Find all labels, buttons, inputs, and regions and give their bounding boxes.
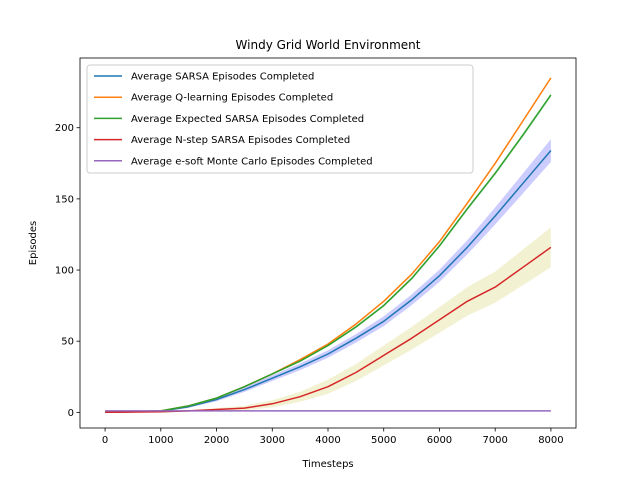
x-tick-label: 5000: [371, 435, 396, 446]
y-tick-label: 200: [55, 123, 74, 134]
legend-label: Average e-soft Monte Carlo Episodes Comp…: [131, 156, 373, 167]
x-tick-label: 1000: [148, 435, 173, 446]
x-tick-label: 8000: [538, 435, 563, 446]
y-tick-label: 100: [55, 266, 74, 277]
x-axis-ticks: 0 1000 2000 3000 4000 5000 6000 7000 8000: [102, 428, 564, 446]
legend-box: [86, 64, 474, 174]
legend: Average SARSA Episodes Completed Average …: [86, 64, 474, 174]
legend-label: Average Expected SARSA Episodes Complete…: [131, 114, 364, 125]
legend-label: Average Q-learning Episodes Completed: [131, 93, 333, 104]
legend-label: Average N-step SARSA Episodes Completed: [131, 135, 350, 146]
average-expected-sarsa-episodes-completed-line: [105, 94, 552, 414]
x-tick-label: 3000: [260, 435, 285, 446]
y-tick-label: 50: [61, 337, 74, 348]
average-sarsa-episodes-completed-band: [105, 139, 551, 413]
y-tick-label: 150: [55, 194, 74, 205]
series-lines: [105, 77, 552, 414]
x-tick-label: 0: [102, 435, 108, 446]
x-tick-label: 6000: [427, 435, 452, 446]
chart-title: Windy Grid World Environment: [236, 38, 421, 52]
x-tick-label: 4000: [315, 435, 340, 446]
confidence-bands: [105, 76, 551, 413]
x-tick-label: 7000: [482, 435, 507, 446]
x-axis-label: Timesteps: [301, 459, 353, 470]
average-sarsa-episodes-completed-line: [105, 150, 552, 414]
x-tick-label: 2000: [204, 435, 229, 446]
y-axis-ticks: 0 50 100 150 200: [55, 123, 80, 419]
y-tick-label: 0: [68, 408, 74, 419]
legend-label: Average SARSA Episodes Completed: [131, 72, 314, 83]
y-axis-label: Episodes: [28, 221, 39, 265]
